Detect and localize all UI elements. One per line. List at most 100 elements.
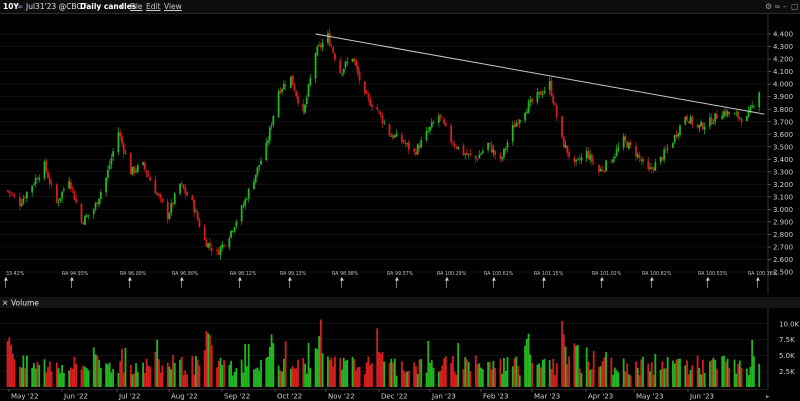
volume-bar [277,365,280,387]
candle-body [282,83,285,90]
menu-view[interactable]: View [164,2,182,11]
candle [186,190,188,196]
candle [587,147,590,161]
candle [122,141,125,158]
volume-bar [652,374,655,387]
volume-bar [13,359,16,387]
price-tick-label: 2.600 [773,256,793,264]
candle-body [589,154,592,160]
candle-body [392,134,394,139]
chain-link-icon[interactable]: ∞ [17,2,24,11]
volume-bar [145,358,148,387]
minimize-icon[interactable]: – [783,2,787,11]
volume-bar [525,338,528,387]
volume-bar [38,365,41,387]
candle-body [480,153,482,155]
interval-dropdown[interactable]: Daily candles [80,2,137,11]
candle [450,122,453,145]
candle [281,87,284,96]
volume-bar [538,363,541,387]
candle-body [613,156,616,159]
candle [679,124,681,138]
candle [290,76,292,89]
volume-bar [47,367,49,387]
volume-chart[interactable]: ✕ Volume 10.0K 7.5K 5.0K 2.5K [0,297,800,389]
candle-body [518,119,521,124]
volume-bar [407,370,410,387]
volume-bar [629,375,632,387]
candle-body [193,200,196,213]
candle-body [210,247,213,251]
volume-bar [529,354,532,387]
contract-label[interactable]: Jul31'23 @CBOT [26,2,87,11]
candle [98,198,100,208]
volume-bar [196,359,199,387]
candle [749,105,752,114]
candle-body [453,144,456,147]
volume-bar [223,360,225,387]
link-icon[interactable]: ∞ [774,2,781,11]
volume-bar [476,364,479,387]
candle-body [603,170,606,172]
candle-body [443,119,445,124]
volume-bar [379,353,382,387]
price-tick-label: 3.100 [773,193,793,201]
volume-bar [562,334,565,387]
candle-body [383,122,386,124]
candle [561,115,563,140]
volume-bar [254,368,257,387]
candle-body [172,202,174,205]
date-tick-label: Sep '22 [224,393,250,401]
candle [580,153,583,165]
candle [96,201,99,205]
candle-body [503,148,505,158]
candle-body [353,58,356,62]
roll-marker-label: RA 100.61% [484,271,514,277]
candle [180,180,183,187]
candle-body [231,230,234,232]
volume-bar [598,366,600,387]
candle-body [36,178,39,180]
scroll-right-icon[interactable]: ▸ [766,393,770,401]
candle [131,166,134,177]
menu-edit[interactable]: Edit [146,2,161,11]
candle [416,142,419,156]
candle-body [295,91,298,97]
candle [666,144,669,154]
price-chart[interactable]: 4.400 4.300 4.200 4.100 4.000 3.900 3.800 3.700… [0,14,800,294]
candle-body [84,215,86,225]
volume-bar [554,375,556,387]
chevron-down-icon[interactable]: ▾ [120,2,124,11]
volume-bar [499,358,502,387]
volume-bar [474,355,477,387]
candle [121,131,123,147]
settings-icon[interactable]: ⚙ [765,2,773,11]
price-tick-label: 4.300 [773,43,793,51]
candle-body [305,97,308,105]
candle-body [684,117,687,125]
candle [425,127,428,142]
candle [8,190,11,198]
candle-body [622,136,625,148]
menu-file[interactable]: File [130,2,143,11]
volume-bar [272,343,275,387]
symbol-label[interactable]: 10Y [3,2,19,11]
candle-body [302,103,305,112]
trendline[interactable] [315,33,765,115]
candle [203,223,206,241]
candle-body [566,145,569,154]
volume-bar [253,369,255,387]
maximize-icon[interactable]: ▢ [791,2,799,11]
candle [576,157,579,161]
candle [267,135,269,147]
price-tick-label: 3.400 [773,156,793,164]
candle [61,191,63,204]
candle-body [675,134,678,138]
candle [543,87,546,95]
volume-bar [11,353,14,387]
candle-body [564,144,567,148]
candle-body [341,73,343,74]
candle [34,174,37,188]
candle-body [420,139,423,148]
volume-close-icon[interactable]: ✕ [2,299,8,308]
